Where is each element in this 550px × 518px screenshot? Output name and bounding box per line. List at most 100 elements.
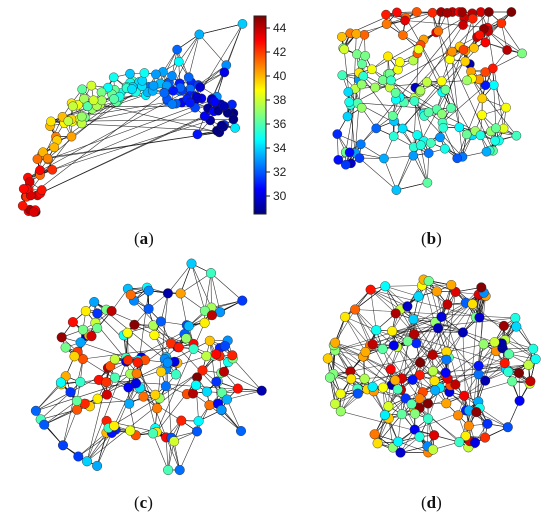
network-edge (180, 293, 188, 326)
network-edge (383, 158, 397, 191)
network-node (332, 129, 343, 139)
network-node (388, 340, 399, 351)
network-node (450, 379, 461, 390)
network-edge (209, 340, 219, 404)
network-edge (377, 414, 403, 444)
network-node (86, 331, 97, 342)
network-node (428, 444, 439, 455)
network-node (219, 340, 230, 351)
network-node (523, 359, 534, 370)
network-node (55, 377, 66, 388)
network-edge (210, 273, 221, 313)
network-node (344, 97, 355, 107)
network-node (43, 153, 53, 164)
node-layer (30, 258, 267, 476)
network-edge (504, 339, 536, 360)
network-node (474, 30, 485, 40)
network-node (335, 406, 346, 417)
network-node (216, 120, 227, 131)
network-node (125, 289, 136, 300)
network-node (143, 285, 154, 296)
network-node (385, 364, 396, 375)
network-node (381, 9, 391, 20)
network-edge (178, 34, 200, 62)
network-node (447, 46, 457, 57)
network-node (211, 349, 222, 360)
network-node (499, 358, 510, 369)
network-node (132, 357, 143, 368)
network-node (408, 150, 419, 161)
network-node (383, 51, 393, 62)
network-node (237, 295, 248, 306)
network-node (77, 111, 87, 122)
network-node (358, 71, 369, 81)
network-node (108, 72, 119, 83)
network-edge (47, 101, 117, 159)
network-node (337, 32, 347, 42)
network-node (422, 77, 432, 87)
network-node (390, 375, 401, 386)
network-node (49, 142, 60, 153)
network-node (502, 45, 512, 55)
network-node (365, 284, 376, 295)
network-edge (86, 432, 113, 462)
network-node (188, 343, 199, 354)
network-node (109, 420, 120, 431)
network-node (383, 401, 394, 412)
network-node (330, 337, 341, 348)
network-node (162, 288, 173, 299)
network-node (436, 76, 447, 86)
network-node (370, 82, 380, 93)
network-edge (357, 102, 418, 136)
network-node (480, 375, 491, 386)
network-node (28, 207, 39, 217)
network-edge (35, 382, 62, 411)
network-node (125, 425, 136, 436)
network-node (439, 143, 450, 154)
network-node (423, 413, 434, 424)
network-node (204, 335, 215, 346)
network-node (123, 382, 134, 393)
network-node (103, 82, 113, 93)
network-node (174, 465, 185, 476)
network-edge (354, 309, 420, 399)
network-node (387, 326, 398, 337)
panel-label-c: (c) (134, 493, 153, 512)
network-edge (362, 356, 403, 379)
network-node (478, 339, 489, 350)
network-node (367, 381, 378, 392)
network-node (359, 29, 370, 40)
network-node (377, 343, 388, 354)
network-node (398, 30, 408, 40)
network-node (511, 130, 522, 141)
network-node (458, 20, 468, 30)
network-node (109, 94, 119, 104)
network-edge (394, 302, 467, 381)
network-node (386, 75, 396, 86)
network-node (173, 56, 184, 67)
network-node (442, 8, 452, 18)
network-edge (167, 263, 192, 294)
network-node (75, 337, 86, 348)
network-node (175, 288, 186, 299)
network-node (433, 26, 444, 36)
network-node (390, 88, 401, 98)
network-edge (344, 289, 371, 318)
network-node (514, 368, 525, 379)
network-node (205, 268, 216, 279)
network-edge (402, 12, 433, 36)
network-node (170, 369, 181, 380)
network-edge (40, 110, 219, 194)
network-node (109, 354, 120, 365)
network-edge (35, 391, 71, 412)
network-node (359, 373, 370, 384)
network-node (480, 432, 491, 443)
network-node (149, 330, 160, 341)
colorbar-tick-label: 34 (273, 141, 287, 155)
network-node (397, 123, 408, 134)
network-node (143, 303, 154, 314)
network-edge (86, 432, 107, 462)
network-node (402, 336, 413, 347)
network-node (381, 19, 392, 29)
network-edge (396, 182, 428, 191)
